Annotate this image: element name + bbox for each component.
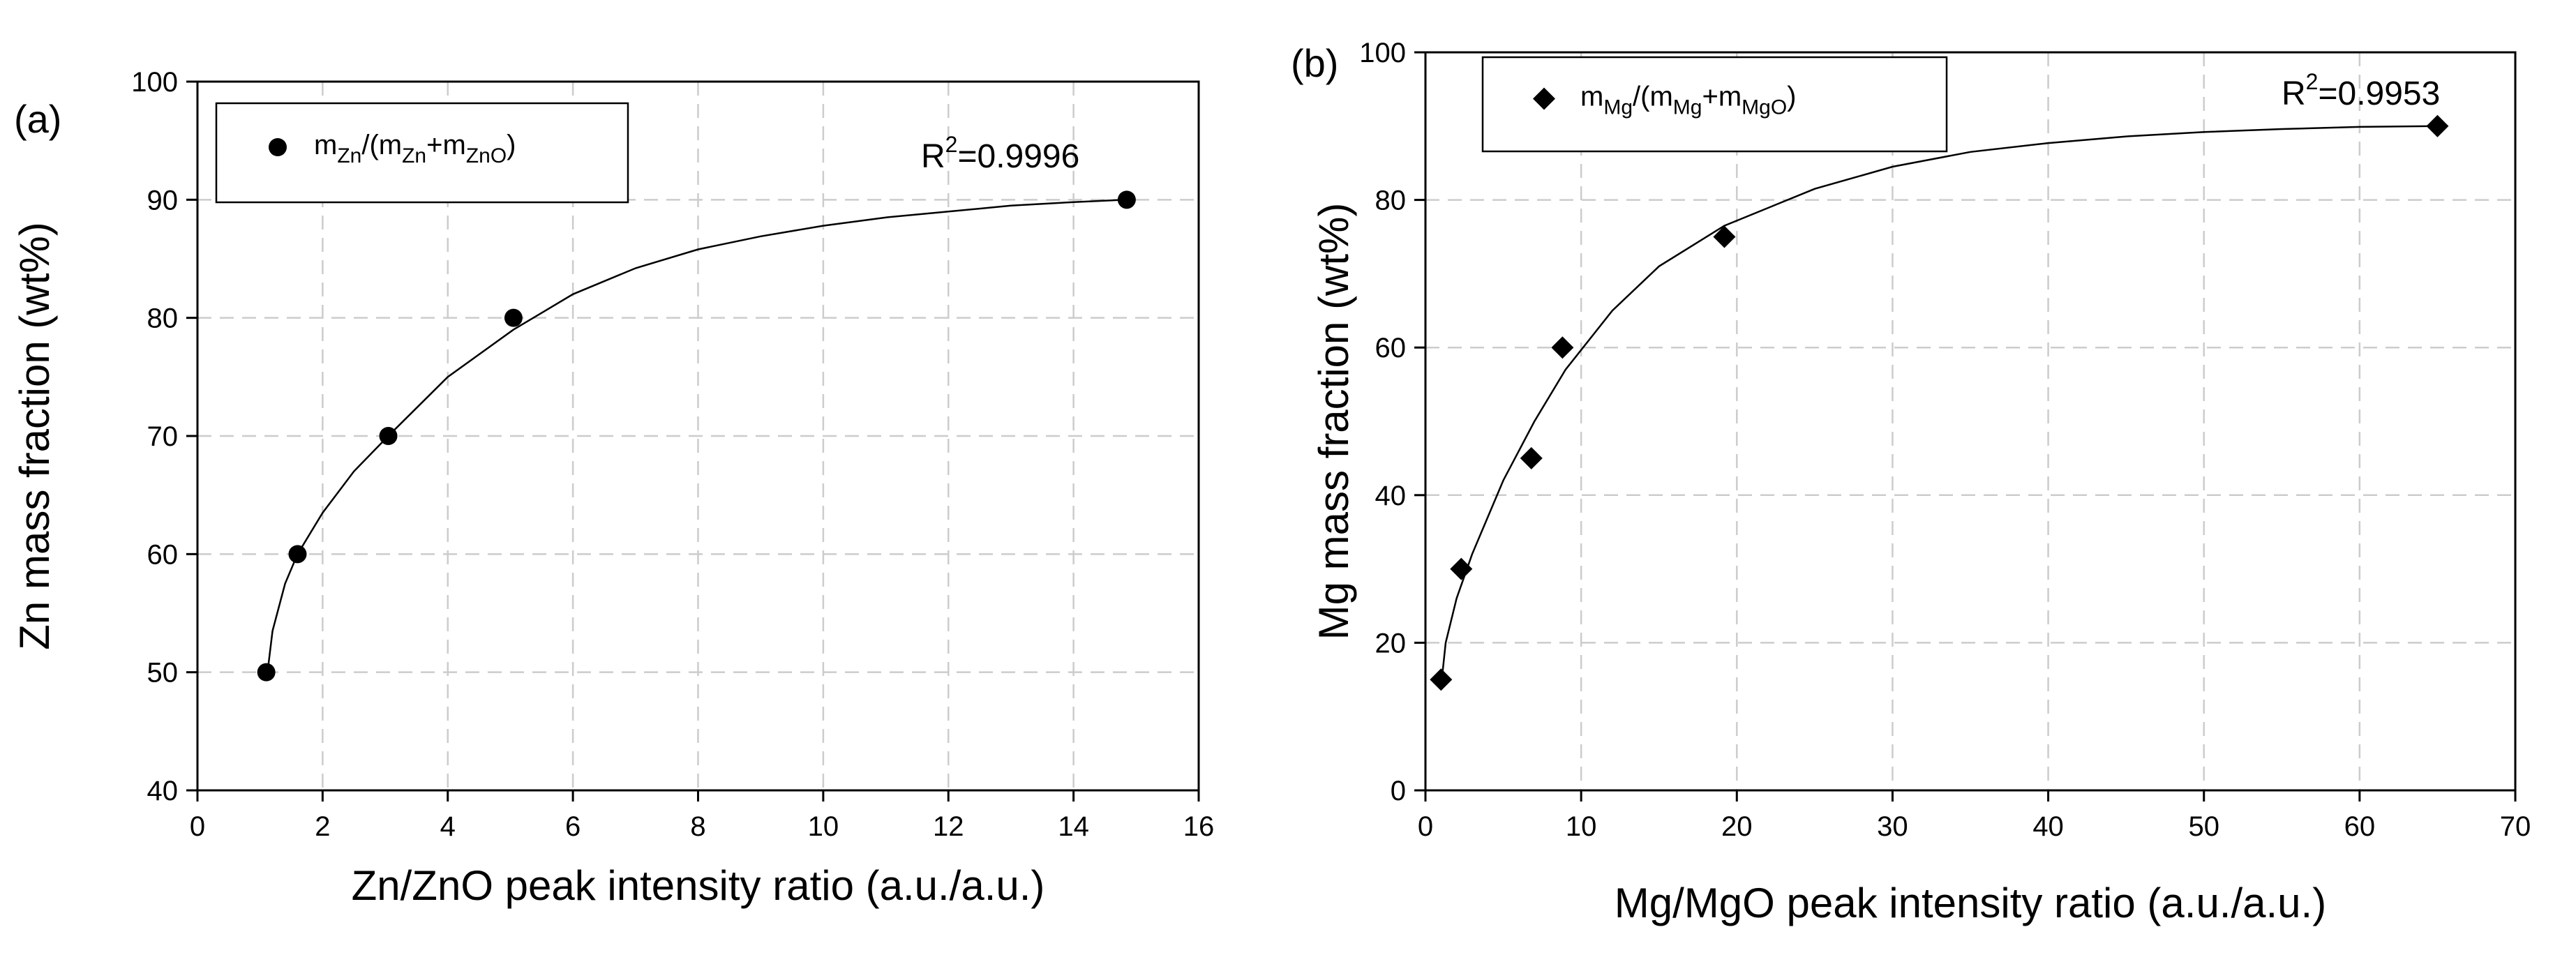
b-x-tick-label: 10 <box>1566 811 1597 842</box>
b-data-point <box>1430 668 1452 691</box>
b-x-tick-label: 0 <box>1418 811 1433 842</box>
a-r-squared-label: R2=0.9996 <box>921 132 1079 175</box>
a-x-tick-label: 12 <box>933 811 964 842</box>
a-x-axis-label: Zn/ZnO peak intensity ratio (a.u./a.u.) <box>352 862 1045 909</box>
b-data-point <box>2426 115 2448 137</box>
a-y-axis-label: Zn mass fraction (wt%) <box>11 222 58 649</box>
a-y-tick-label: 100 <box>131 67 178 98</box>
b-y-tick-label: 20 <box>1375 628 1407 659</box>
a-data-point <box>257 663 276 682</box>
b-plot-frame <box>1425 52 2515 790</box>
b-x-tick-label: 40 <box>2032 811 2064 842</box>
a-x-tick-label: 14 <box>1058 811 1089 842</box>
b-data-point <box>1520 447 1543 469</box>
a-x-tick-label: 10 <box>808 811 839 842</box>
b-fit-curve <box>1441 126 2437 680</box>
a-data-point <box>289 545 307 563</box>
b-data-point <box>1551 336 1573 359</box>
b-y-tick-label: 0 <box>1391 776 1406 806</box>
a-y-tick-label: 70 <box>147 421 179 452</box>
b-x-tick-label: 30 <box>1877 811 1908 842</box>
b-x-tick-label: 60 <box>2344 811 2376 842</box>
b-x-tick-label: 20 <box>1721 811 1753 842</box>
b-y-axis-label: Mg mass fraction (wt%) <box>1310 203 1357 640</box>
b-y-tick-label: 80 <box>1375 186 1407 216</box>
a-legend-marker <box>269 138 287 156</box>
b-y-tick-label: 60 <box>1375 333 1407 363</box>
a-x-tick-label: 16 <box>1183 811 1215 842</box>
b-y-tick-label: 100 <box>1359 38 1406 68</box>
a-x-tick-label: 2 <box>315 811 330 842</box>
a-x-tick-label: 0 <box>190 811 205 842</box>
a-y-tick-label: 80 <box>147 303 179 334</box>
a-panel-label: (a) <box>14 97 61 141</box>
a-y-tick-label: 90 <box>147 185 179 216</box>
b-panel-label: (b) <box>1291 41 1338 85</box>
a-y-tick-label: 60 <box>147 539 179 570</box>
b-x-axis-label: Mg/MgO peak intensity ratio (a.u./a.u.) <box>1615 880 2326 926</box>
a-data-point <box>504 309 523 327</box>
a-data-point <box>380 427 398 445</box>
panel-a-chart: 0 2 4 6 8 10 12 14 16 40 50 60 70 80 90 100 Zn/ZnO peak … <box>11 67 1214 909</box>
b-x-tick-label: 50 <box>2188 811 2219 842</box>
a-y-tick-label: 50 <box>147 658 179 689</box>
a-y-tick-label: 40 <box>147 776 179 806</box>
figure: 0 2 4 6 8 10 12 14 16405060708090100Zn/ZnO peak … <box>0 0 2576 978</box>
b-y-tick-label: 40 <box>1375 481 1407 511</box>
a-x-tick-label: 8 <box>690 811 705 842</box>
panel-b-chart: 0 10 20 30 40 50 60 70 0 20 40 60 80 100 Mg/MgO peak i… <box>1291 38 2531 926</box>
b-x-tick-label: 70 <box>2500 811 2531 842</box>
b-r-squared-label: R2=0.9953 <box>2282 69 2440 112</box>
a-data-point <box>1118 190 1136 209</box>
b-data-point <box>1713 226 1735 248</box>
a-x-tick-label: 6 <box>565 811 581 842</box>
a-x-tick-label: 4 <box>440 811 456 842</box>
